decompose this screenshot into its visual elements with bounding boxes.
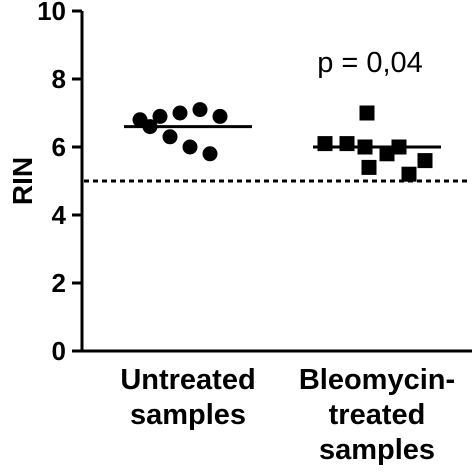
bleomycin-point [417,153,433,169]
axes [80,11,472,353]
bleomycin-point [359,105,375,121]
y-tick-label: 8 [52,64,66,94]
bleomycin-point [401,166,417,182]
bleomycin-point [339,136,355,152]
untreated-point [152,108,168,124]
y-tick-label: 0 [52,336,66,366]
untreated-point [172,105,188,121]
y-tick-label: 6 [52,132,66,162]
category-label-line: Untreated [120,364,255,396]
y-tick-label: 2 [52,268,66,298]
y-tick-label: 10 [37,0,66,26]
untreated-point [192,102,208,118]
untreated-point [182,139,198,155]
bleomycin-point [379,146,395,162]
untreated-point [142,119,158,135]
category-label-line: Bleomycin- [299,364,455,396]
y-ticks: 0 2 4 6 8 10 [37,0,82,366]
category-label-line: samples [319,434,435,466]
bleomycin-point [317,136,333,152]
bleomycin-point [361,159,377,175]
category-label-line: samples [130,399,246,431]
bleomycin-point [391,139,407,155]
untreated-point [212,108,228,124]
category-label-line: treated [329,399,426,431]
untreated-point [202,146,218,162]
data-points [132,102,433,182]
y-axis-title: RIN [7,157,38,205]
bleomycin-point [357,139,373,155]
p-value-annotation: p = 0,04 [317,47,423,79]
untreated-point [162,129,178,145]
y-tick-label: 4 [52,200,67,230]
